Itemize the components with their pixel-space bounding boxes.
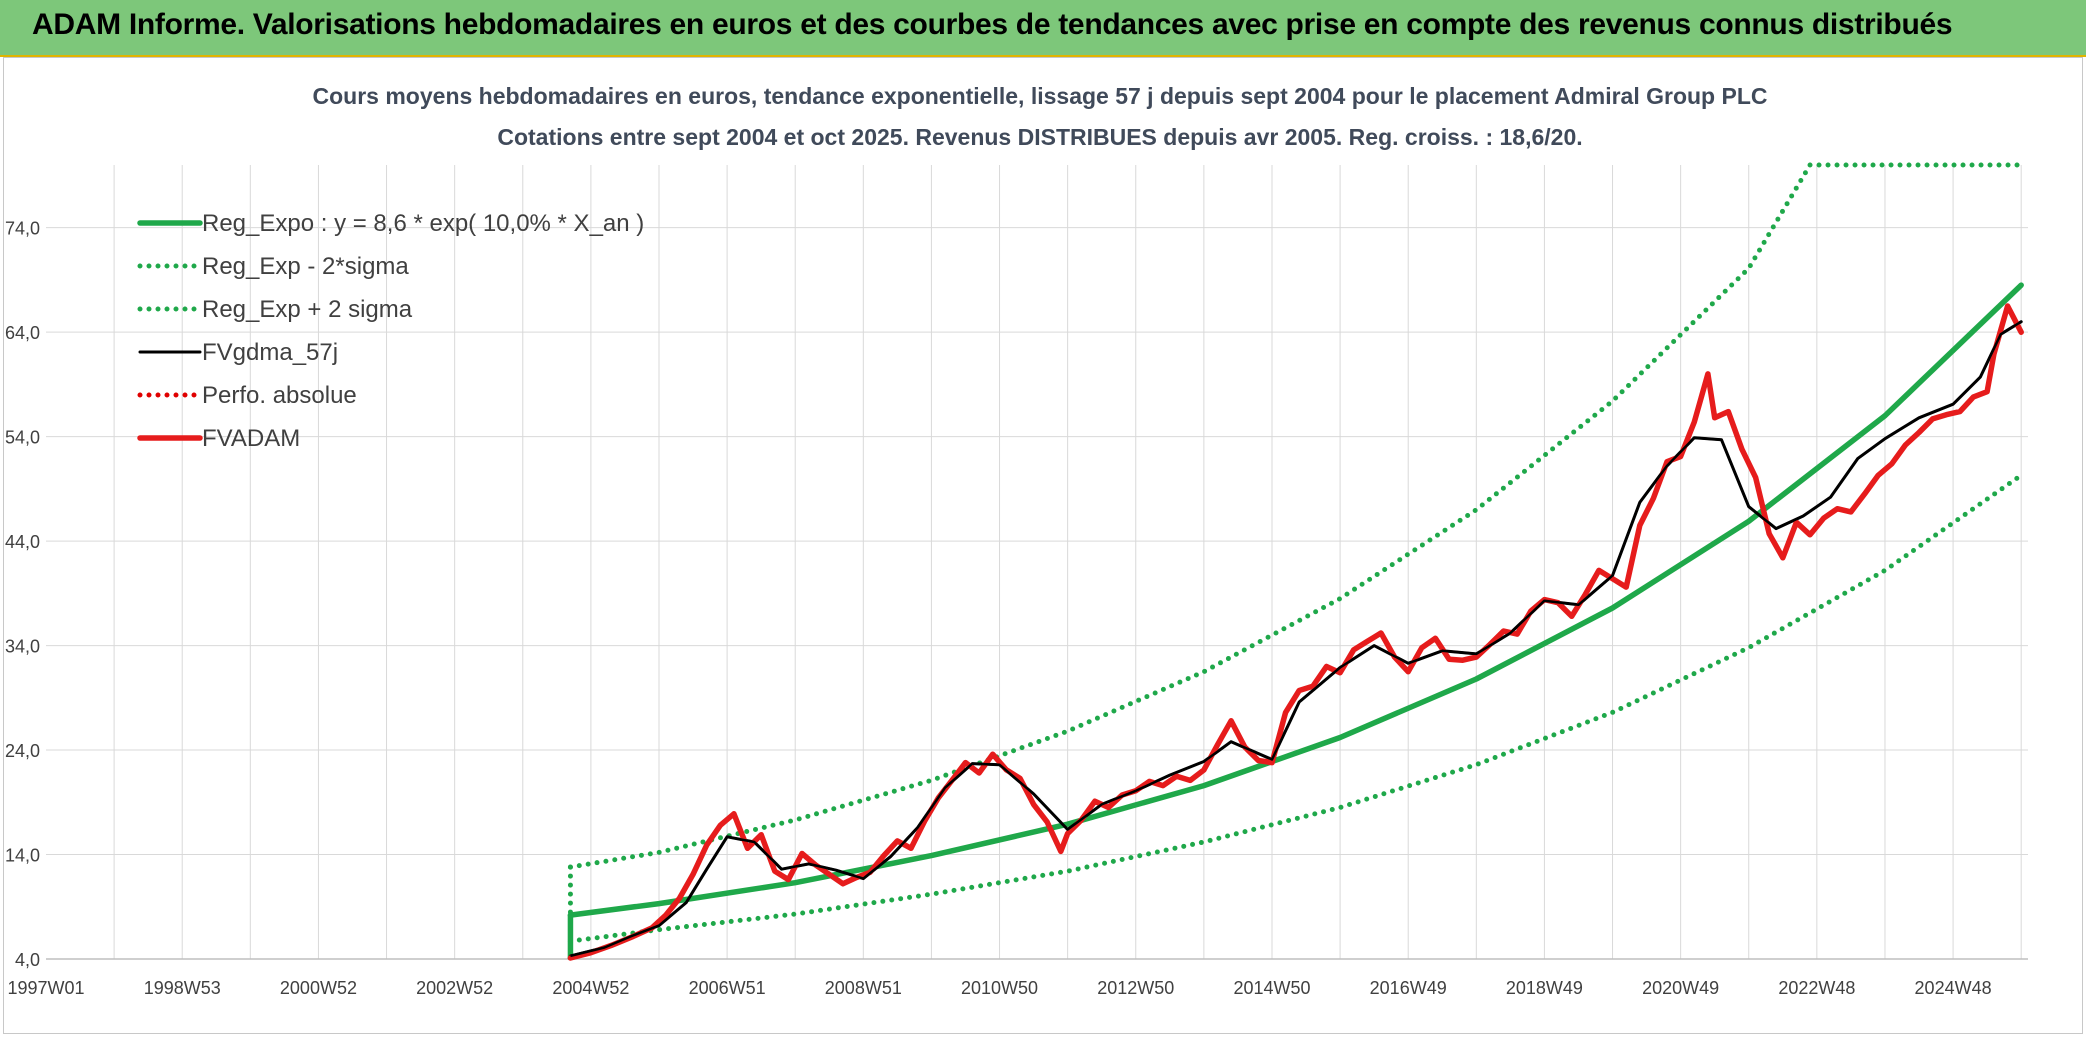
x-tick-label: 2002W52 [416, 978, 493, 998]
report-banner: ADAM Informe. Valorisations hebdomadaire… [0, 0, 2086, 57]
x-tick-label: 2022W48 [1778, 978, 1855, 998]
x-tick-label: 2024W48 [1915, 978, 1992, 998]
series-line-overlay [570, 320, 2022, 958]
x-tick-label: 2020W49 [1642, 978, 1719, 998]
series-line-2 [567, 162, 2024, 870]
line-chart: Cours moyens hebdomadaires en euros, ten… [5, 83, 2028, 998]
axes: 4,0 14,0 24,0 34,0 44,0 54,0 64,0 74,0 1997W01 19… [5, 219, 2028, 998]
x-tick-label: 2006W51 [689, 978, 766, 998]
x-tick-label: 2018W49 [1506, 978, 1583, 998]
y-tick-label: 74,0 [5, 219, 40, 239]
series-line-3 [568, 320, 2023, 958]
y-tick-label: 64,0 [5, 323, 40, 343]
legend-label: FVADAM [202, 425, 300, 452]
x-tick-label: 2004W52 [552, 978, 629, 998]
x-tick-label: 1998W53 [144, 978, 221, 998]
series-lines [567, 162, 2024, 962]
series-line-0 [567, 282, 2024, 918]
legend: Reg_Expo : y = 8,6 * exp( 10,0% * X_an )… [137, 210, 644, 452]
chart-frame [3, 57, 2083, 1034]
x-tick-label: 2016W49 [1370, 978, 1447, 998]
y-tick-label: 14,0 [5, 846, 40, 866]
y-tick-label: 54,0 [5, 428, 40, 448]
legend-label: Reg_Exp - 2*sigma [202, 253, 409, 280]
x-tick-label: 2012W50 [1097, 978, 1174, 998]
x-tick-label: 2014W50 [1233, 978, 1310, 998]
legend-label: FVgdma_57j [202, 339, 338, 366]
series-line-5 [567, 303, 2024, 961]
y-tick-label: 4,0 [15, 950, 40, 970]
y-tick-label: 24,0 [5, 741, 40, 761]
series-line-1 [567, 472, 2024, 944]
y-tick-label: 44,0 [5, 532, 40, 552]
y-tick-label: 34,0 [5, 637, 40, 657]
banner-title: ADAM Informe. Valorisations hebdomadaire… [32, 8, 1953, 41]
legend-label: Reg_Exp + 2 sigma [202, 296, 413, 323]
x-tick-label: 2000W52 [280, 978, 357, 998]
grid-lines [46, 165, 2028, 960]
x-tick-label: 2010W50 [961, 978, 1038, 998]
chart-title: Cours moyens hebdomadaires en euros, ten… [313, 83, 1768, 109]
x-tick-label: 1997W01 [7, 978, 84, 998]
chart-subtitle: Cotations entre sept 2004 et oct 2025. R… [497, 124, 1582, 150]
x-tick-label: 2008W51 [825, 978, 902, 998]
legend-label: Reg_Expo : y = 8,6 * exp( 10,0% * X_an ) [202, 210, 644, 237]
legend-label: Perfo. absolue [202, 382, 357, 409]
